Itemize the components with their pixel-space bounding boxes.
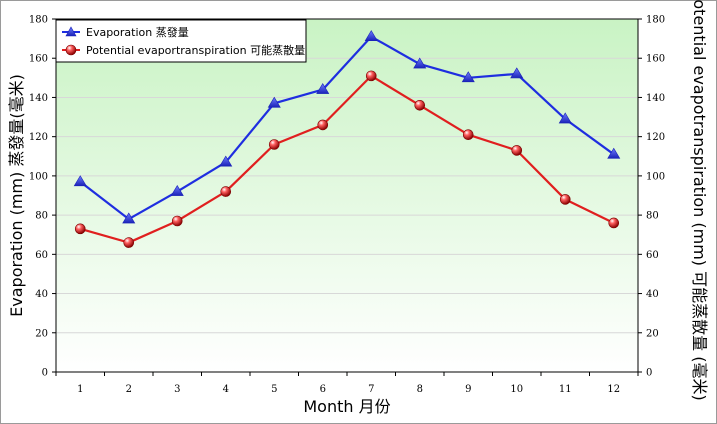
left-axis-title: Evaporation (mm) 蒸發量(毫米) (7, 74, 26, 317)
data-point-sphere (74, 223, 86, 235)
data-point-triangle (219, 155, 233, 167)
right-tick-label: 60 (646, 250, 659, 261)
left-tick-label: 60 (35, 250, 48, 261)
x-tick-label: 3 (174, 384, 180, 395)
right-tick-label: 140 (646, 93, 665, 104)
data-point-triangle (461, 71, 475, 83)
left-tick-label: 20 (35, 328, 48, 339)
left-tick-label: 180 (29, 15, 48, 26)
x-axis-title: Month 月份 (303, 397, 390, 416)
data-point-triangle (316, 83, 330, 94)
right-tick-label: 40 (646, 289, 659, 300)
plot-area (56, 19, 638, 372)
series-layer (73, 30, 621, 248)
x-tick-label: 4 (223, 384, 229, 395)
right-tick-label: 120 (646, 132, 665, 143)
x-tick-label: 11 (559, 384, 572, 395)
data-point-triangle (413, 57, 427, 69)
x-tick-label: 12 (607, 384, 620, 395)
series-potential-evapotranspiration (74, 70, 620, 248)
legend-label-potential: Potential evaportranspiration 可能蒸散量 (86, 43, 305, 57)
data-point-triangle (267, 96, 281, 108)
x-tick-label: 9 (465, 384, 471, 395)
left-tick-label: 120 (29, 132, 48, 143)
series-line (79, 35, 615, 221)
data-point-sphere (511, 145, 523, 156)
legend-triangle-icon (65, 26, 77, 37)
x-tick-label: 7 (368, 384, 374, 395)
left-axis-ticks: 0 20 40 60 80 100 120 140 160 180 (29, 15, 56, 379)
legend: Evaporation 蒸發量 Potential evaportranspir… (55, 19, 307, 63)
right-tick-label: 0 (646, 368, 652, 379)
left-tick-label: 160 (29, 54, 48, 65)
legend-sphere-icon (65, 44, 77, 56)
data-point-triangle (73, 175, 87, 187)
x-tick-label: 10 (510, 384, 523, 395)
data-point-sphere (123, 237, 135, 248)
data-point-triangle (122, 212, 136, 224)
data-point-sphere (559, 194, 571, 205)
data-point-triangle (558, 112, 572, 124)
left-tick-label: 140 (29, 93, 48, 104)
left-tick-label: 80 (35, 211, 48, 222)
data-point-triangle (510, 67, 524, 79)
data-point-sphere (608, 217, 620, 229)
data-point-sphere (414, 99, 426, 111)
right-tick-label: 160 (646, 54, 665, 65)
data-point-triangle (364, 30, 378, 41)
left-tick-label: 40 (35, 289, 48, 300)
x-tick-label: 5 (271, 384, 277, 395)
right-tick-label: 100 (646, 171, 665, 182)
x-tick-label: 8 (417, 384, 423, 395)
x-tick-label: 2 (126, 384, 132, 395)
data-point-sphere (171, 215, 183, 227)
x-tick-label: 1 (77, 384, 83, 395)
right-tick-label: 180 (646, 15, 665, 26)
right-tick-label: 20 (646, 328, 659, 339)
data-point-sphere (462, 129, 474, 141)
data-point-triangle (607, 147, 621, 159)
series-evaporation (73, 30, 621, 224)
data-point-sphere (317, 119, 329, 131)
series-line (79, 74, 615, 244)
legend-label-evaporation: Evaporation 蒸發量 (86, 25, 189, 39)
right-axis-title: Potential evapotranspiration (mm) 可能蒸散量 … (690, 0, 709, 401)
x-tick-label: 6 (320, 384, 326, 395)
right-tick-label: 80 (646, 211, 659, 222)
x-axis-ticks: 1 2 3 4 5 6 7 8 9 10 11 12 (55, 372, 639, 395)
left-tick-label: 100 (29, 171, 48, 182)
left-tick-label: 0 (42, 368, 48, 379)
data-point-sphere (365, 70, 377, 82)
data-point-triangle (170, 184, 184, 196)
right-axis-ticks: 0 20 40 60 80 100 120 140 160 180 (638, 15, 665, 379)
data-point-sphere (220, 186, 232, 197)
legend-box (55, 19, 307, 63)
plot-border (55, 18, 639, 373)
data-point-sphere (268, 139, 280, 150)
